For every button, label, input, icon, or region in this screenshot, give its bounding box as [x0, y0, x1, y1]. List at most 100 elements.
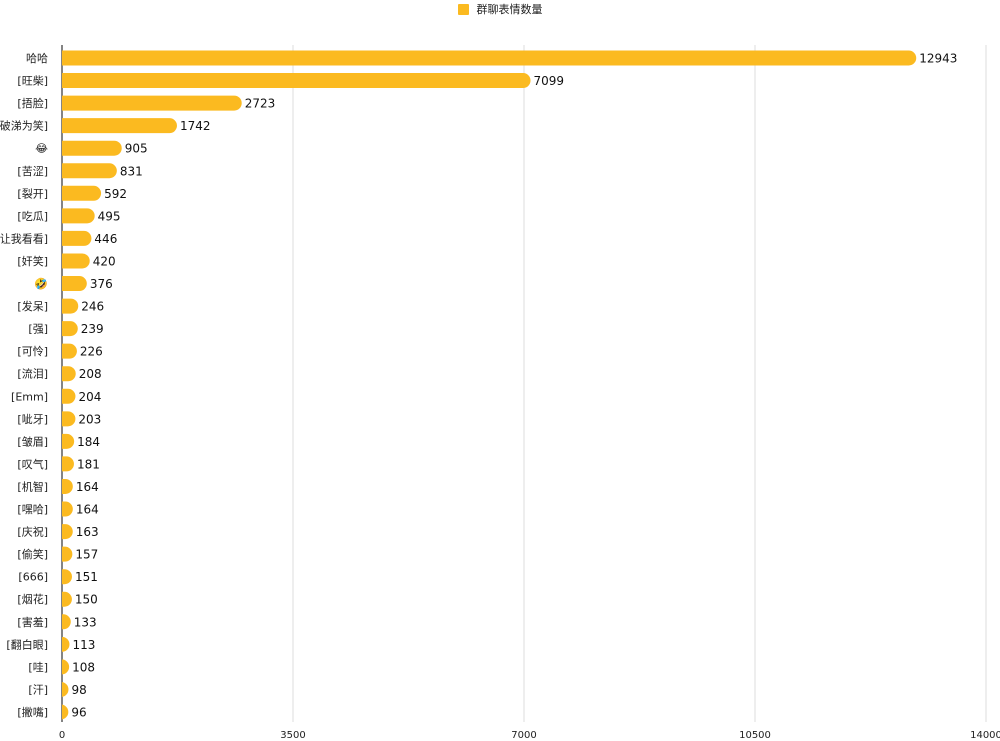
bar: [62, 73, 531, 89]
bar: [62, 95, 242, 111]
bar: [62, 298, 79, 314]
bar: [62, 343, 77, 359]
value-label: 226: [80, 345, 103, 359]
category-label: [苦涩]: [17, 165, 48, 178]
value-label: 96: [71, 706, 86, 720]
category-label: [机智]: [17, 479, 48, 493]
value-label: 204: [78, 390, 101, 404]
category-label: [呲牙]: [17, 413, 48, 426]
value-label: 150: [75, 593, 98, 607]
value-label: 98: [71, 683, 86, 697]
bar: [62, 276, 87, 292]
category-label: [裂开]: [17, 187, 48, 200]
bar: [62, 456, 74, 472]
category-label: [奸笑]: [17, 254, 48, 268]
category-label: [666]: [18, 571, 48, 584]
x-tick-label: 3500: [280, 730, 305, 741]
value-label: 376: [90, 277, 113, 291]
category-label: [Emm]: [11, 390, 48, 403]
x-tick-label: 7000: [511, 730, 536, 741]
bar: [62, 118, 177, 134]
category-label: [偷笑]: [17, 547, 48, 561]
value-label: 151: [75, 570, 98, 584]
x-tick-label: 14000: [970, 730, 1000, 741]
category-label: 😂: [35, 142, 48, 155]
category-label: [皱眉]: [17, 435, 48, 448]
value-label: 495: [98, 209, 121, 223]
value-label: 203: [78, 412, 101, 426]
bar: [62, 388, 76, 404]
value-label: 446: [94, 232, 117, 246]
legend-label: 群聊表情数量: [476, 3, 543, 16]
bar: [62, 569, 72, 585]
value-label: 164: [76, 480, 99, 494]
value-label: 420: [93, 254, 116, 268]
bar: [62, 411, 76, 427]
bar: [62, 230, 92, 246]
category-label: [哇]: [28, 661, 48, 674]
category-label: [可怜]: [17, 345, 48, 358]
bar: [62, 591, 72, 607]
category-label: [捂脸]: [17, 96, 48, 110]
bar: [61, 636, 70, 652]
category-label: [烟花]: [17, 592, 48, 606]
legend-swatch: [457, 3, 469, 15]
category-label: [流泪]: [17, 367, 48, 381]
bar: [62, 321, 78, 337]
bar: [62, 366, 76, 382]
category-label: [叹气]: [17, 457, 48, 471]
bar: [60, 681, 69, 697]
bar: [62, 208, 95, 224]
value-label: 108: [72, 660, 95, 674]
bar: [62, 253, 90, 269]
value-label: 164: [76, 503, 99, 517]
bar: [62, 546, 73, 562]
bar: [62, 478, 73, 494]
legend: 群聊表情数量: [0, 2, 1000, 16]
category-label: [吃瓜]: [17, 210, 48, 223]
category-label: [庆祝]: [17, 525, 48, 539]
value-label: 246: [81, 300, 104, 314]
category-label: [嘿哈]: [17, 503, 48, 516]
category-label: 🤣: [33, 278, 48, 292]
value-label: 133: [74, 615, 97, 629]
bar: [60, 704, 69, 720]
value-label: 2723: [245, 97, 276, 111]
value-label: 163: [76, 525, 99, 539]
category-label: 哈哈: [26, 52, 48, 65]
bar: [62, 433, 75, 449]
value-label: 1742: [180, 119, 211, 133]
value-label: 113: [72, 638, 95, 652]
category-label: [破涕为笑]: [0, 119, 48, 133]
value-label: 7099: [534, 74, 565, 88]
x-tick-label: 0: [59, 730, 65, 741]
bar: [62, 614, 71, 630]
bar: [61, 659, 70, 675]
category-label: [发呆]: [17, 299, 48, 313]
value-label: 831: [120, 164, 143, 178]
value-label: 592: [104, 187, 127, 201]
value-label: 208: [79, 367, 102, 381]
x-tick-label: 10500: [739, 730, 771, 741]
value-label: 181: [77, 457, 100, 471]
bar: [62, 140, 122, 156]
category-label: [害羞]: [17, 615, 48, 629]
bar: [62, 524, 73, 540]
category-label: [汗]: [28, 683, 48, 696]
category-label: [撇嘴]: [17, 705, 48, 719]
category-label: [强]: [28, 323, 48, 336]
bar: [62, 50, 917, 66]
bar: [62, 185, 102, 201]
category-label: [旺柴]: [17, 74, 48, 88]
category-label: [让我看看]: [0, 231, 48, 245]
value-label: 12943: [919, 52, 957, 66]
value-label: 905: [125, 142, 148, 156]
bar: [62, 163, 117, 179]
category-label: [翻白眼]: [6, 637, 48, 651]
bar: [62, 501, 73, 517]
value-label: 157: [75, 548, 98, 562]
value-label: 239: [81, 322, 104, 336]
value-label: 184: [77, 435, 100, 449]
